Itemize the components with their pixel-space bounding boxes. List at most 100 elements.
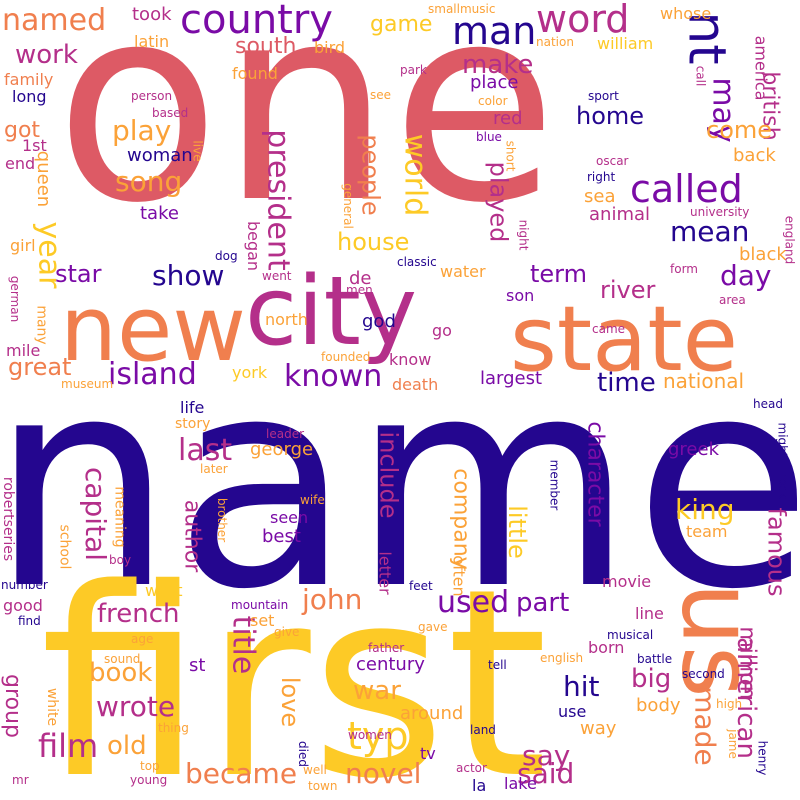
word: york (232, 363, 268, 382)
word: around (400, 703, 464, 724)
word: song (115, 165, 183, 198)
word: west (145, 581, 183, 600)
word: well (303, 763, 327, 777)
word: see (370, 88, 392, 102)
word: type (347, 714, 432, 758)
word: good (3, 596, 43, 615)
word: little (502, 505, 531, 559)
word: line (635, 604, 664, 623)
word: end (5, 154, 36, 173)
word: university (690, 205, 750, 219)
word: national (663, 369, 745, 393)
word: high (716, 697, 743, 711)
word: went (262, 269, 292, 283)
word: many (33, 305, 50, 345)
word: team (686, 522, 728, 541)
word: movie (602, 572, 652, 591)
word: jame (725, 729, 740, 759)
word: john (302, 583, 363, 616)
word: used (437, 585, 510, 620)
word: capital (79, 466, 113, 562)
word: robertseries (0, 476, 17, 562)
word: made (688, 686, 722, 766)
word: water (440, 262, 486, 281)
word: thing (158, 721, 189, 735)
word: call (693, 65, 708, 87)
word: island (108, 357, 197, 392)
word: say (522, 739, 571, 772)
word: game (370, 12, 433, 37)
word: old (107, 731, 147, 761)
word: german (8, 275, 23, 323)
word: city (245, 257, 418, 367)
word: body (636, 695, 681, 716)
word: south (235, 34, 297, 59)
word: women (348, 728, 392, 742)
word: found (232, 64, 278, 83)
word: set (250, 611, 275, 630)
word: said (517, 757, 575, 790)
word: got (4, 118, 41, 143)
word: god (362, 311, 396, 332)
word: best (262, 526, 301, 547)
word: hit (563, 670, 600, 703)
word: latin (134, 32, 170, 51)
word: town (308, 779, 338, 793)
word: smallmusic (428, 2, 496, 16)
word: mountain (231, 598, 289, 612)
word: son (506, 286, 535, 305)
word: woman (127, 145, 193, 166)
word: president (260, 129, 296, 271)
word: head (753, 397, 783, 411)
word: named (2, 3, 107, 38)
word: de (349, 268, 372, 289)
word: character (582, 421, 608, 527)
word: mean (670, 215, 750, 248)
word: number (1, 578, 48, 592)
word: top (140, 759, 160, 773)
word: include (374, 431, 403, 519)
word: general (340, 183, 355, 229)
word: blue (476, 130, 502, 144)
word: give (274, 625, 300, 639)
word: book (89, 658, 153, 688)
word: form (670, 262, 698, 276)
word: one (55, 0, 558, 262)
word: world (397, 133, 433, 217)
word: boy (109, 553, 132, 567)
word: night (516, 219, 531, 251)
word: la (472, 776, 487, 795)
word: feet (409, 579, 433, 593)
word: way (580, 718, 617, 739)
word: actor (456, 761, 487, 775)
word: england (782, 215, 797, 265)
word: find (18, 614, 41, 628)
word: young (130, 773, 168, 787)
word: known (284, 359, 383, 394)
word: author (179, 499, 205, 573)
word: park (400, 63, 427, 77)
word: men (346, 283, 373, 297)
word: long (12, 87, 47, 106)
word: million (734, 626, 760, 700)
word: rock (775, 473, 790, 499)
word: queen (33, 150, 55, 208)
word: george (250, 439, 314, 460)
word: state (510, 287, 738, 392)
word: work (15, 40, 78, 70)
word: bird (314, 38, 346, 57)
word: dog (215, 249, 238, 263)
word: day (720, 259, 772, 292)
word: group (0, 674, 25, 738)
word: home (576, 102, 645, 130)
word: man (452, 9, 537, 53)
word: person (131, 89, 173, 103)
word: museum (61, 377, 114, 391)
word: 1st (22, 136, 47, 155)
word: name (0, 316, 800, 653)
word: member (547, 459, 562, 511)
word: big (631, 664, 672, 694)
word: oscar (596, 154, 629, 168)
word: english (540, 651, 584, 665)
